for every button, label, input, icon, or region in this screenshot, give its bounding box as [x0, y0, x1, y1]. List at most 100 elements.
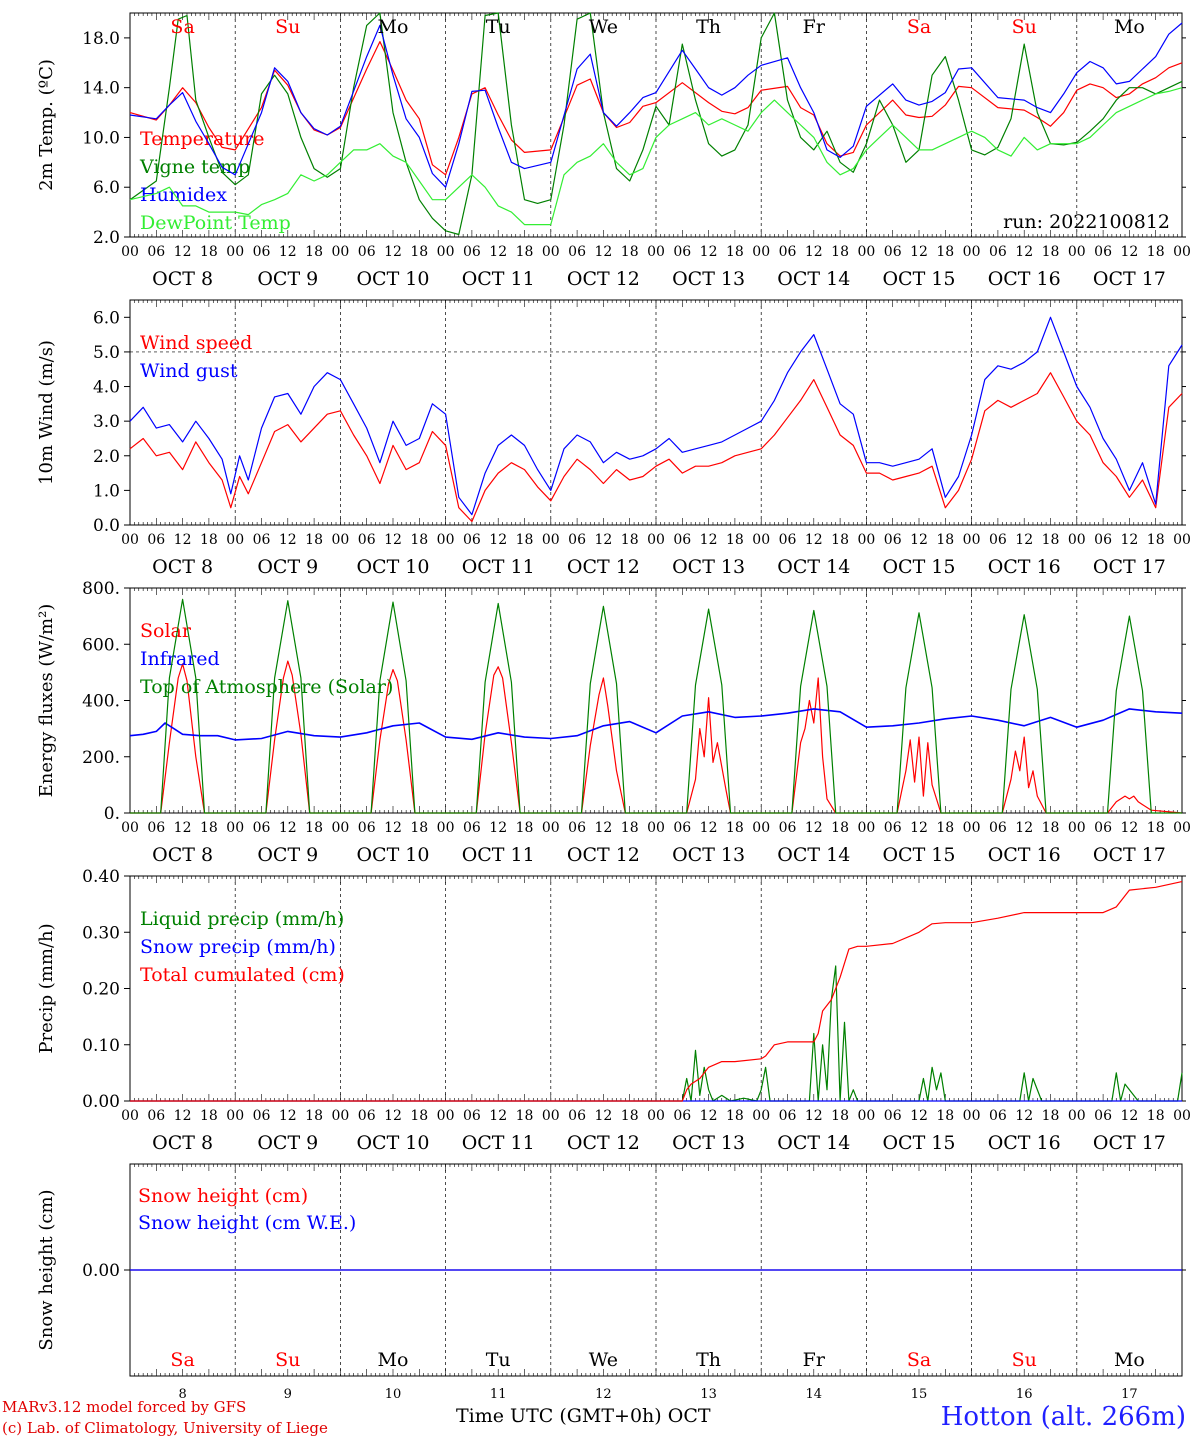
hour-tick-label: 06: [568, 244, 586, 260]
hour-tick-label: 18: [1042, 1108, 1060, 1124]
y-tick-label: 5.0: [93, 343, 120, 363]
hour-tick-label: 12: [594, 820, 612, 836]
series-line-red: [129, 372, 1183, 523]
hour-tick-label: 06: [1094, 244, 1112, 260]
hour-tick-label: 00: [647, 1108, 665, 1124]
hour-tick-label: 06: [673, 820, 691, 836]
hour-tick-label: 00: [121, 532, 139, 548]
hour-tick-label: 00: [121, 244, 139, 260]
date-label: OCT 17: [1093, 268, 1166, 290]
hour-tick-label: 18: [936, 820, 954, 836]
hour-tick-label: 12: [489, 244, 507, 260]
hour-tick-label: 12: [174, 244, 192, 260]
hour-tick-label: 18: [726, 1108, 744, 1124]
lab-credit: (c) Lab. of Climatology, University of L…: [2, 1419, 328, 1437]
y-tick-label: 0.0: [93, 516, 120, 536]
hour-tick-label: 06: [779, 532, 797, 548]
hour-tick-label: 12: [700, 820, 718, 836]
date-label: OCT 17: [1093, 556, 1166, 578]
hour-tick-label: 00: [121, 820, 139, 836]
y-tick-label: 14.0: [82, 79, 120, 99]
hour-tick-label: 12: [1015, 244, 1033, 260]
hour-tick-label: 12: [1120, 820, 1138, 836]
day-number-label: 11: [490, 1387, 507, 1402]
day-name-label: We: [589, 1349, 618, 1371]
date-label: OCT 16: [988, 268, 1061, 290]
hour-tick-label: 00: [752, 1108, 770, 1124]
hour-tick-label: 00: [331, 532, 349, 548]
day-name-label: Th: [696, 16, 721, 38]
hour-tick-label: 18: [936, 532, 954, 548]
hour-tick-label: 06: [147, 532, 165, 548]
date-label: OCT 9: [257, 556, 318, 578]
hour-tick-label: 18: [200, 532, 218, 548]
hour-tick-label: 12: [1120, 244, 1138, 260]
y-tick-label: 3.0: [93, 412, 120, 432]
hour-tick-label: 00: [752, 532, 770, 548]
y-axis-label: Precip (mm/h): [36, 923, 57, 1053]
station-name: Hotton (alt. 266m): [940, 1402, 1186, 1432]
y-tick-label: 1.0: [93, 481, 120, 501]
hour-tick-label: 00: [1173, 820, 1191, 836]
day-name-label: Th: [696, 1349, 721, 1371]
series-line-green: [129, 12, 1183, 236]
hour-tick-label: 18: [200, 244, 218, 260]
hour-tick-label: 06: [884, 1108, 902, 1124]
date-label: OCT 13: [672, 268, 745, 290]
hour-tick-label: 06: [463, 244, 481, 260]
legend-entry-green: Top of Atmosphere (Solar): [140, 676, 393, 698]
hour-tick-label: 00: [1068, 1108, 1086, 1124]
hour-tick-label: 06: [147, 1108, 165, 1124]
hour-tick-label: 12: [384, 820, 402, 836]
day-number-label: 16: [1016, 1387, 1033, 1402]
hour-tick-label: 00: [1068, 820, 1086, 836]
hour-tick-label: 18: [621, 532, 639, 548]
date-label: OCT 12: [567, 1132, 640, 1154]
hour-tick-label: 12: [279, 532, 297, 548]
y-tick-label: 6.0: [93, 178, 120, 198]
hour-tick-label: 18: [1042, 820, 1060, 836]
hour-tick-label: 00: [1068, 532, 1086, 548]
hour-tick-label: 18: [831, 820, 849, 836]
hour-tick-label: 18: [516, 532, 534, 548]
hour-tick-label: 00: [331, 244, 349, 260]
legend-entry-green: Vigne temp: [139, 156, 250, 178]
chart-panel-3: 0. 200. 400. 600. 800. Energy fluxes (W/m²) So…: [36, 579, 1191, 866]
date-label: OCT 15: [882, 1132, 955, 1154]
legend-entry-red: Total cumulated (cm): [140, 964, 345, 986]
hour-tick-label: 06: [884, 532, 902, 548]
legend-entry-lightgreen: DewPoint Temp: [140, 212, 291, 234]
day-number-label: 12: [595, 1387, 612, 1402]
y-tick-label: 18.0: [82, 29, 120, 49]
day-name-label: Su: [1012, 1349, 1037, 1371]
hour-tick-label: 06: [568, 532, 586, 548]
date-label: OCT 11: [462, 556, 535, 578]
hour-tick-label: 00: [226, 820, 244, 836]
hour-tick-label: 18: [516, 820, 534, 836]
hour-tick-label: 18: [305, 820, 323, 836]
hour-tick-label: 18: [1147, 532, 1165, 548]
legend-entry-blue: Wind gust: [140, 360, 238, 382]
day-name-label: Su: [275, 16, 300, 38]
day-name-label: Mo: [1114, 16, 1145, 38]
date-label: OCT 16: [988, 1132, 1061, 1154]
hour-tick-label: 00: [857, 1108, 875, 1124]
hour-tick-label: 06: [253, 1108, 271, 1124]
legend-entry-blue: Snow precip (mm/h): [140, 936, 336, 958]
hour-tick-label: 12: [594, 1108, 612, 1124]
date-label: OCT 8: [152, 268, 213, 290]
date-label: OCT 15: [882, 556, 955, 578]
hour-tick-label: 18: [1147, 244, 1165, 260]
y-axis-label: 10m Wind (m/s): [36, 340, 57, 485]
hour-tick-label: 12: [279, 244, 297, 260]
hour-tick-label: 06: [673, 532, 691, 548]
series-line-blue: [129, 22, 1183, 188]
day-number-label: 9: [284, 1387, 292, 1402]
hour-tick-label: 00: [647, 244, 665, 260]
day-name-label: We: [589, 16, 618, 38]
date-label: OCT 15: [882, 844, 955, 866]
hour-tick-label: 18: [726, 532, 744, 548]
series-line-red: [130, 660, 1183, 814]
hour-tick-label: 00: [1173, 1108, 1191, 1124]
